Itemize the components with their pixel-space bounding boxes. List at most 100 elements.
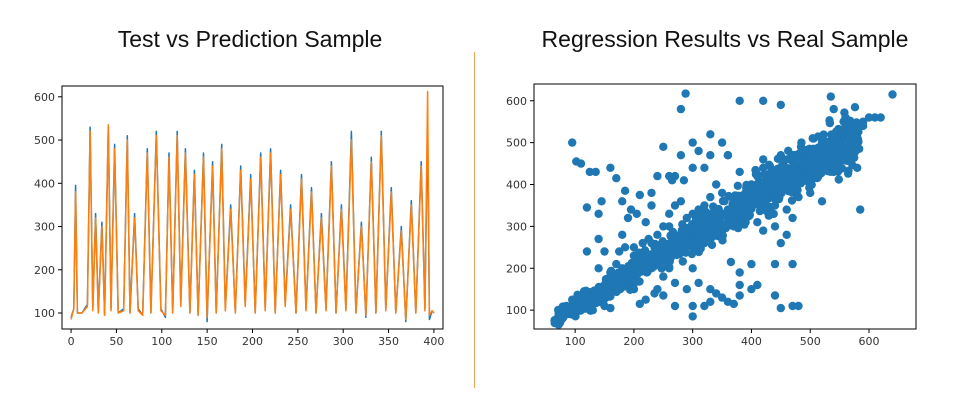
scatter-point (843, 169, 853, 178)
scatter-point (806, 188, 815, 198)
scatter-point (834, 158, 843, 168)
scatter-point (826, 92, 835, 101)
scatter-point (665, 264, 674, 273)
scatter-point (659, 291, 668, 300)
scatter-point (579, 287, 589, 296)
scatter-point (802, 158, 812, 167)
scatter-point (706, 192, 715, 202)
scatter-point (670, 230, 680, 239)
scatter-point (776, 185, 785, 195)
right-y-tick-label: 600 (506, 95, 527, 108)
left-x-tick-label: 200 (242, 335, 263, 348)
left-x-tick-label: 0 (68, 335, 75, 348)
scatter-point (670, 278, 680, 288)
scatter-point (707, 240, 717, 250)
scatter-point (764, 194, 773, 203)
scatter-point (770, 167, 780, 177)
scatter-point (706, 285, 715, 294)
scatter-point (764, 184, 774, 193)
scatter-point (606, 163, 615, 172)
right-x-tick-label: 500 (800, 335, 821, 348)
scatter-point (735, 96, 744, 106)
scatter-point (647, 264, 656, 273)
scatter-point (632, 209, 641, 218)
scatter-point (635, 259, 644, 269)
scatter-point (826, 160, 835, 170)
scatter-point (744, 211, 754, 221)
scatter-point (694, 278, 703, 288)
scatter-point (820, 155, 830, 164)
right-y-tick-label: 100 (506, 304, 527, 317)
scatter-chart: 100 200 300 400 500 600 100 200 300 400 500 600 (506, 83, 917, 348)
scatter-point (638, 238, 647, 248)
scatter-point (726, 257, 736, 267)
scatter-point (676, 238, 686, 248)
scatter-point (723, 151, 733, 160)
scatter-point (676, 197, 686, 206)
scatter-point (759, 155, 768, 164)
left-y-tick-label: 200 (34, 264, 55, 277)
scatter-point (626, 205, 636, 214)
scatter-point (852, 118, 861, 127)
scatter-point (764, 178, 774, 187)
right-plot-frame (533, 83, 917, 330)
scatter-point (759, 163, 768, 172)
scatter-point (841, 155, 850, 164)
scatter-point (599, 292, 608, 302)
scatter-point (706, 297, 715, 306)
scatter-point (659, 142, 668, 151)
scatter-point (670, 201, 680, 210)
scatter-point (688, 138, 697, 147)
scatter-point (693, 237, 702, 246)
scatter-point (665, 209, 674, 218)
scatter-point (747, 285, 756, 294)
scatter-point (629, 243, 639, 252)
scatter-point (556, 314, 565, 323)
scatter-point (825, 116, 834, 125)
scatter-point (735, 268, 744, 277)
right-x-tick-label: 100 (565, 335, 586, 348)
panel-divider (474, 52, 475, 388)
scatter-point (670, 301, 680, 311)
right-x-tick-label: 200 (623, 335, 644, 348)
scatter-point (712, 289, 721, 298)
scatter-point (582, 293, 592, 302)
scatter-point (841, 113, 850, 122)
left-y-tick-label: 400 (34, 177, 55, 190)
scatter-point (788, 259, 797, 269)
scatter-point (794, 192, 803, 202)
scatter-point (841, 121, 850, 131)
scatter-point (819, 130, 828, 139)
scatter-point (612, 276, 621, 285)
scatter-point (570, 301, 580, 311)
scatter-point (635, 299, 644, 309)
scatter-point (723, 205, 733, 214)
scatter-point (679, 176, 689, 185)
scatter-point (687, 249, 697, 259)
scatter-point (676, 104, 686, 114)
scatter-point (729, 299, 738, 309)
scatter-point (644, 234, 653, 244)
scatter-point (712, 209, 721, 218)
scatter-point (694, 146, 703, 156)
scatter-point (705, 215, 714, 225)
scatter-point (790, 185, 799, 195)
left-chart-title: Test vs Prediction Sample (117, 26, 383, 52)
scatter-point (618, 197, 627, 206)
line-chart: 0 50 100 150 200 250 300 350 400 100 200 300 400 500 6… (34, 85, 444, 348)
left-y-tick-label: 500 (34, 134, 55, 147)
scatter-point (735, 205, 744, 214)
scatter-point (688, 312, 697, 321)
scatter-point (594, 234, 603, 244)
scatter-point (797, 138, 806, 147)
scatter-point (612, 174, 621, 183)
scatter-point (641, 218, 650, 227)
scatter-point (717, 138, 727, 147)
scatter-point (876, 113, 885, 122)
scatter-point (747, 180, 756, 189)
right-x-tick-label: 600 (858, 335, 879, 348)
scatter-point (562, 301, 571, 311)
scatter-point (870, 113, 880, 122)
scatter-point (615, 247, 624, 256)
